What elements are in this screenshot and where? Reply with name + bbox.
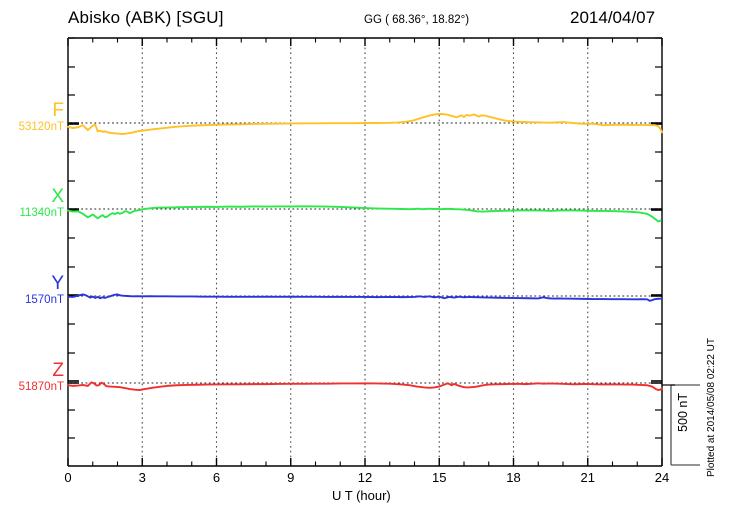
trace-label-x: X 11340nT: [6, 187, 64, 219]
observation-date: 2014/04/07: [570, 8, 656, 27]
x-tick-label: 0: [64, 470, 72, 485]
x-tick-label: 15: [432, 470, 447, 485]
trace-symbol-x: X: [51, 186, 64, 207]
trace-label-y: Y 1570nT: [6, 274, 64, 306]
trace-symbol-f: F: [52, 100, 64, 121]
trace-curves: [67, 112, 663, 391]
x-tick-label: 6: [212, 470, 221, 485]
page-title: Abisko (ABK) [SGU]: [68, 8, 224, 27]
trace-baselines: [68, 122, 662, 384]
grid-lines: [141, 38, 589, 466]
trace-label-z: Z 51870nT: [6, 361, 64, 393]
trace-baseline-f: 53120nT: [18, 120, 64, 133]
x-tick-label: 21: [580, 470, 595, 485]
x-tick-label: 9: [287, 470, 295, 485]
x-tick-label: 3: [138, 470, 146, 485]
trace-f: [67, 112, 663, 135]
trace-z: [67, 381, 663, 391]
x-tick-label: 12: [357, 470, 373, 485]
trace-symbol-y: Y: [51, 273, 64, 294]
x-axis-title: U T (hour): [332, 488, 391, 503]
x-tick-label: 18: [506, 470, 521, 485]
trace-label-f: F 53120nT: [6, 101, 64, 133]
trace-baseline-x: 11340nT: [19, 206, 64, 219]
scale-bar: [662, 384, 700, 466]
plot-frame: [67, 37, 663, 467]
trace-x: [67, 205, 662, 223]
trace-symbol-z: Z: [52, 360, 64, 381]
plotted-timestamp: Plotted at 2014/05/08 02:22 UT: [706, 338, 717, 477]
trace-baseline-y: 1570nT: [24, 293, 64, 306]
scale-bar-label: 500 nT: [676, 393, 690, 432]
x-tick-label: 24: [654, 470, 670, 485]
trace-baseline-z: 51870nT: [18, 380, 64, 393]
trace-y: [67, 293, 663, 302]
axis-ticks: [67, 37, 663, 466]
geographic-coordinates: GG ( 68.36°, 18.82°): [364, 14, 470, 26]
